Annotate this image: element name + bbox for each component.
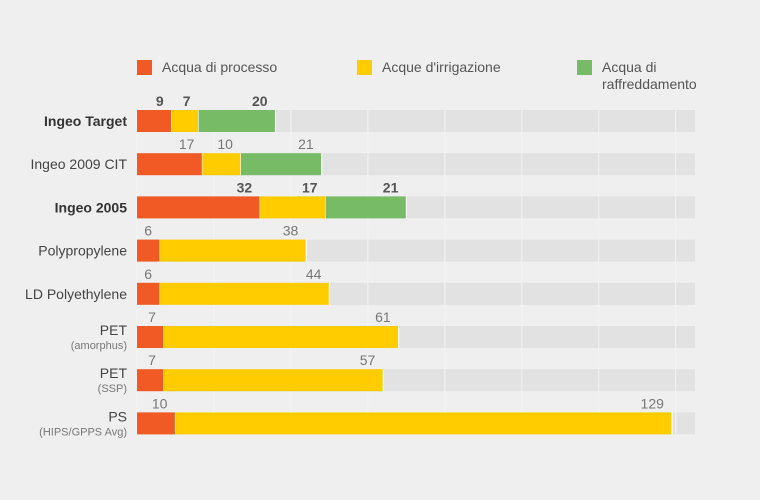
bar-segment xyxy=(260,196,326,219)
category-label: PET xyxy=(100,365,128,381)
bar-segment xyxy=(325,196,407,219)
bar-segment xyxy=(137,282,161,305)
value-label: 7 xyxy=(148,309,156,325)
value-label: 7 xyxy=(183,93,191,109)
value-label: 21 xyxy=(383,179,399,195)
category-label: Ingeo 2005 xyxy=(55,199,128,215)
bar-segment xyxy=(163,369,384,392)
legend-swatch xyxy=(137,60,152,75)
bar-segment xyxy=(202,153,241,176)
labels: 9 7 20 Ingeo Target 17 10 21 Ingeo 2009 CIT 32 17… xyxy=(25,93,664,438)
bar-segment xyxy=(160,282,330,305)
bar-segment xyxy=(175,412,672,435)
value-label: 129 xyxy=(641,395,665,411)
legend-label: raffreddamento xyxy=(602,76,697,92)
bar-segment xyxy=(137,239,161,262)
bar-segment xyxy=(163,326,399,348)
value-label: 32 xyxy=(237,179,253,195)
bars xyxy=(137,110,673,435)
legend: Acqua di processo Acque d'irrigazione Acqu… xyxy=(137,59,697,92)
bar-segment xyxy=(171,110,199,132)
category-label: PET xyxy=(100,322,128,338)
legend-label: Acque d'irrigazione xyxy=(382,59,501,75)
value-label: 61 xyxy=(375,309,391,325)
value-label: 57 xyxy=(360,352,376,368)
bar-segment xyxy=(198,110,276,132)
legend-label: Acqua di processo xyxy=(162,59,277,75)
category-sublabel: (amorphus) xyxy=(71,340,127,352)
bar-segment xyxy=(137,196,261,219)
bar-segment xyxy=(137,153,203,176)
legend-swatch xyxy=(577,60,592,75)
value-label: 17 xyxy=(179,136,195,152)
value-label: 7 xyxy=(148,352,156,368)
legend-label: Acqua di xyxy=(602,59,656,75)
value-label: 10 xyxy=(217,136,233,152)
bar-segment xyxy=(240,153,322,176)
category-label: Ingeo Target xyxy=(44,113,127,129)
value-label: 44 xyxy=(306,266,322,282)
category-sublabel: (SSP) xyxy=(98,383,127,395)
value-label: 21 xyxy=(298,136,314,152)
category-label: Polypropylene xyxy=(38,243,127,259)
value-label: 10 xyxy=(152,395,168,411)
value-label: 6 xyxy=(144,266,152,282)
value-label: 6 xyxy=(144,223,152,239)
category-label: Ingeo 2009 CIT xyxy=(30,156,127,172)
category-label: LD Polyethylene xyxy=(25,286,127,302)
bar-segment xyxy=(160,239,307,262)
category-sublabel: (HIPS/GPPS Avg) xyxy=(39,426,127,438)
value-label: 38 xyxy=(283,223,299,239)
bar-segment xyxy=(137,412,176,435)
value-label: 20 xyxy=(252,93,268,109)
value-label: 17 xyxy=(302,179,318,195)
bar-segment xyxy=(137,326,164,348)
category-label: PS xyxy=(108,408,127,424)
bar-segment xyxy=(137,369,164,392)
bar-track xyxy=(137,110,695,132)
value-label: 9 xyxy=(156,93,164,109)
legend-swatch xyxy=(357,60,372,75)
bar-segment xyxy=(137,110,172,132)
